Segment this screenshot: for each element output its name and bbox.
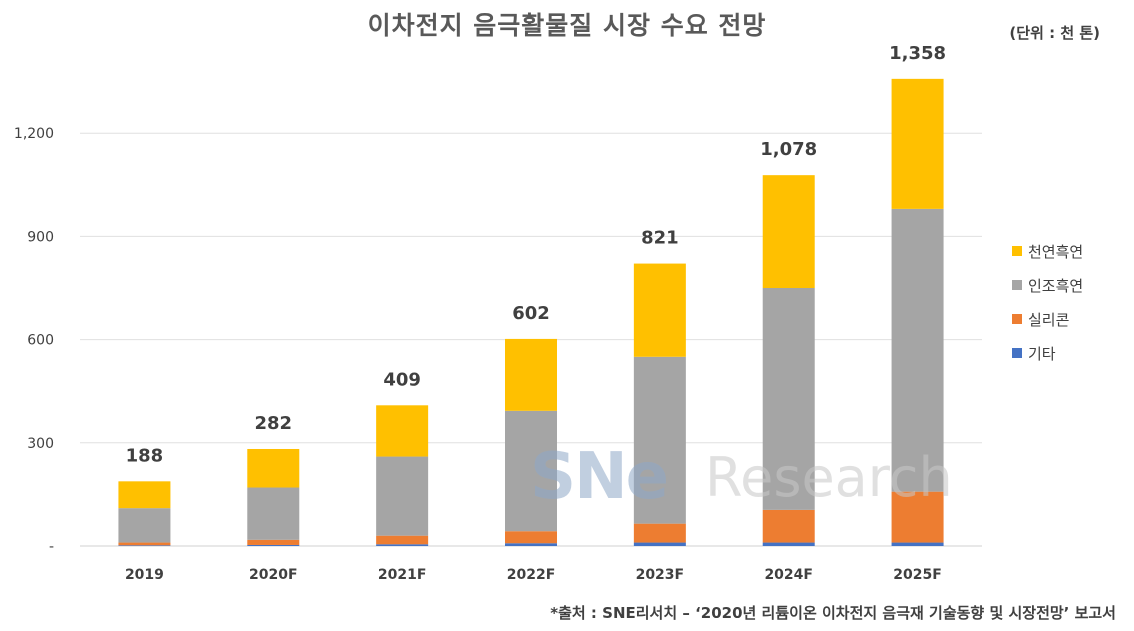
watermark-research: Research bbox=[705, 446, 953, 509]
bars bbox=[118, 78, 944, 546]
bar-segment bbox=[633, 356, 686, 524]
legend-swatch bbox=[1012, 246, 1022, 256]
bar-segment bbox=[762, 288, 815, 510]
y-tick-label: 900 bbox=[27, 229, 54, 245]
bar-segment bbox=[505, 543, 557, 546]
bar-segment bbox=[118, 481, 171, 509]
legend-label: 인조흑연 bbox=[1028, 276, 1084, 295]
bar-segment bbox=[376, 535, 429, 545]
total-data-label: 1,358 bbox=[889, 43, 946, 64]
bar-segment bbox=[247, 544, 300, 546]
legend-item: 인조흑연 bbox=[1012, 276, 1084, 295]
total-data-label: 821 bbox=[641, 228, 679, 249]
bar-segment bbox=[762, 175, 815, 288]
unit-label: (단위 : 천 톤) bbox=[1009, 24, 1100, 42]
legend-label: 천연흑연 bbox=[1028, 242, 1084, 261]
x-tick-label: 2021F bbox=[378, 567, 427, 583]
legend-item: 천연흑연 bbox=[1012, 242, 1084, 261]
x-tick-label: 2020F bbox=[249, 567, 298, 583]
legend-item: 기타 bbox=[1012, 344, 1083, 363]
y-tick-label: - bbox=[49, 539, 54, 555]
y-tick-label: 1,200 bbox=[14, 126, 54, 142]
total-labels: 188 282 409 602 821 1,078 1,358 bbox=[126, 43, 946, 466]
bar-segment bbox=[247, 487, 300, 540]
bar-segment bbox=[762, 542, 815, 546]
bar-segment bbox=[376, 405, 429, 457]
x-tick-label: 2022F bbox=[507, 567, 556, 583]
legend-swatch bbox=[1012, 314, 1022, 324]
total-data-label: 282 bbox=[254, 413, 292, 434]
bar-segment bbox=[376, 456, 429, 536]
total-data-label: 1,078 bbox=[760, 139, 817, 160]
bar-segment bbox=[247, 448, 300, 488]
bar-segment bbox=[505, 410, 557, 532]
bar-segment bbox=[762, 509, 815, 543]
watermark-sne: SNe bbox=[530, 440, 669, 514]
bar-segment bbox=[891, 491, 944, 543]
total-data-label: 602 bbox=[512, 303, 550, 324]
bar-segment bbox=[633, 523, 686, 543]
bar-segment bbox=[376, 544, 429, 546]
bar-segment bbox=[505, 531, 557, 544]
bar-segment bbox=[891, 208, 944, 492]
watermark-logo: SNe Research bbox=[520, 430, 953, 530]
legend-swatch bbox=[1012, 280, 1022, 290]
x-tick-label: 2019 bbox=[125, 567, 164, 583]
total-data-label: 409 bbox=[383, 369, 421, 390]
bar-segment bbox=[118, 508, 171, 543]
bar-segment bbox=[633, 542, 686, 546]
y-tick-label: 300 bbox=[27, 436, 54, 452]
legend-label: 기타 bbox=[1028, 344, 1056, 363]
legend-item: 실리콘 bbox=[1012, 310, 1083, 329]
legend-label: 실리콘 bbox=[1028, 310, 1070, 329]
bar-segment bbox=[247, 539, 300, 545]
x-tick-label: 2025F bbox=[893, 567, 942, 583]
bar-segment bbox=[505, 338, 557, 411]
chart-title: 이차전지 음극활물질 시장 수요 전망 bbox=[367, 11, 767, 40]
source-note: *출처 : SNE리서치 – ‘2020년 리튬이온 이차전지 음극재 기술동향… bbox=[550, 604, 1116, 622]
bar-segment bbox=[633, 263, 686, 357]
x-tick-label: 2024F bbox=[764, 567, 813, 583]
stacked-bar-chart: - 300 600 900 1,200 2019 2020F 2021F 2022F 2023F… bbox=[14, 43, 982, 583]
bar-segment bbox=[891, 78, 944, 209]
y-axis: - 300 600 900 1,200 bbox=[14, 126, 54, 555]
x-tick-label: 2023F bbox=[636, 567, 685, 583]
bar-segment bbox=[118, 542, 171, 546]
bar-segment bbox=[891, 542, 944, 546]
x-axis: 2019 2020F 2021F 2022F 2023F 2024F 2025F bbox=[125, 567, 942, 583]
total-data-label: 188 bbox=[126, 445, 164, 466]
bar-segment bbox=[118, 545, 171, 546]
y-tick-label: 600 bbox=[27, 333, 54, 349]
legend-swatch bbox=[1012, 348, 1022, 358]
